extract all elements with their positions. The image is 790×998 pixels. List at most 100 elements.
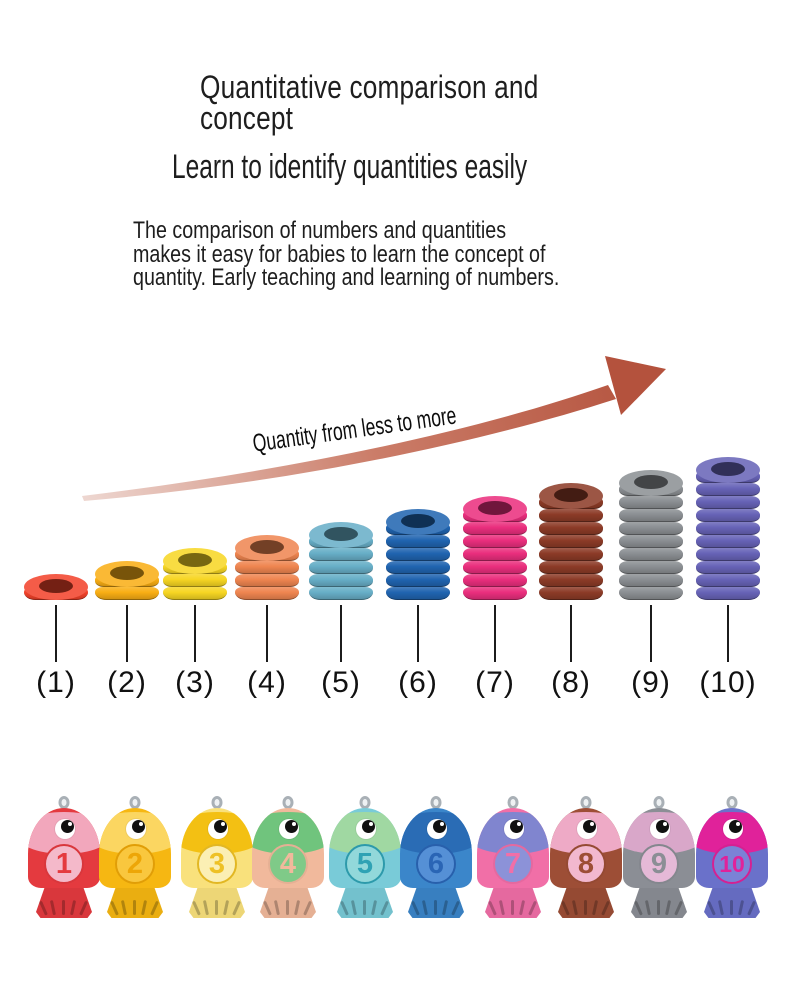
stack-connector-line [650,605,652,662]
fish-body: 7 [477,808,549,888]
quantity-stack-column: (8) [539,483,603,700]
stack-connector-line [194,605,196,662]
fish-body: 10 [696,808,768,888]
fish-body: 2 [99,808,171,888]
ring-hole [39,579,73,593]
fish-token: 3 [180,796,254,924]
ring [235,587,299,600]
fin-line [141,900,148,916]
fish-token: 8 [549,796,623,924]
fish-token: 1 [27,796,101,924]
fin-line [285,900,289,915]
ring-hole [250,540,284,554]
ring [619,548,683,561]
fin-line [132,900,136,915]
stack-connector-line [417,605,419,662]
ring [95,587,159,600]
ring-stack [163,548,227,600]
ring [696,574,760,587]
fish-tail [36,888,92,918]
fin-line [70,900,77,916]
ring-hole [634,475,668,489]
fish-eye-glint [292,822,296,826]
ring [386,548,450,561]
ring [539,509,603,522]
fin-line [450,900,460,916]
ring-stack-top [463,496,527,522]
fin-line [519,900,526,916]
stack-count-label: (1) [36,666,76,699]
fish-eye-icon [208,819,228,839]
screw-eyelet-icon [507,796,519,809]
fin-line [371,900,378,916]
ring [463,587,527,600]
fin-line [223,900,230,916]
ring-hole [178,553,212,567]
fish-number: 7 [504,847,522,880]
fish-eye-glint [440,822,444,826]
fin-line [351,900,358,916]
ring-stack-top [619,470,683,496]
ring [309,574,373,587]
fish-body: 9 [623,808,695,888]
ring-stack [235,535,299,600]
ring [386,535,450,548]
fish-eye-icon [650,819,670,839]
fish-eye-glint [517,822,521,826]
fin-line [410,900,420,916]
fin-line [560,900,570,916]
fish-token: 2 [98,796,172,924]
fin-line [665,900,672,916]
fish-number: 2 [126,847,144,880]
quantity-stack-column: (3) [163,548,227,700]
fish-token: 4 [251,796,325,924]
ring [309,561,373,574]
ring [696,509,760,522]
stack-connector-line [570,605,572,662]
ring-stack [95,561,159,600]
fin-line [214,900,218,915]
ring [463,548,527,561]
ring-stack [619,470,683,600]
ring-stack [24,574,88,600]
fin-line [231,900,241,916]
ring-stack [386,509,450,600]
ring-hole [110,566,144,580]
ring [463,574,527,587]
ring [463,522,527,535]
fin-line [527,900,537,916]
fish-number-badge: 10 [712,844,752,884]
fish-tail [485,888,541,918]
fin-line [433,900,437,915]
fin-line [633,900,643,916]
fin-line [510,900,514,915]
ring [619,522,683,535]
ring-hole [554,488,588,502]
fish-eye-glint [590,822,594,826]
fish-tail [631,888,687,918]
fish-eye-icon [55,819,75,839]
fish-token: 9 [622,796,696,924]
ring [696,522,760,535]
fish-tail [337,888,393,918]
screw-eyelet-icon [129,796,141,809]
arrow-swoosh [82,385,616,501]
stack-count-label: (7) [475,666,515,699]
fin-line [262,900,272,916]
quantity-stack-column: (7) [463,496,527,700]
fin-line [718,900,725,916]
ring [539,561,603,574]
fish-eye-pupil [214,820,227,833]
stack-connector-line [126,605,128,662]
fin-line [339,900,349,916]
fish-token: 6 [399,796,473,924]
ring-hole [401,514,435,528]
fin-line [191,900,201,916]
fin-line [38,900,48,916]
quantity-stack-column: (2) [95,561,159,700]
fish-number-badge: 8 [566,844,606,884]
stack-connector-line [266,605,268,662]
quantity-stack-column: (10) [696,457,760,700]
fin-line [592,900,599,916]
